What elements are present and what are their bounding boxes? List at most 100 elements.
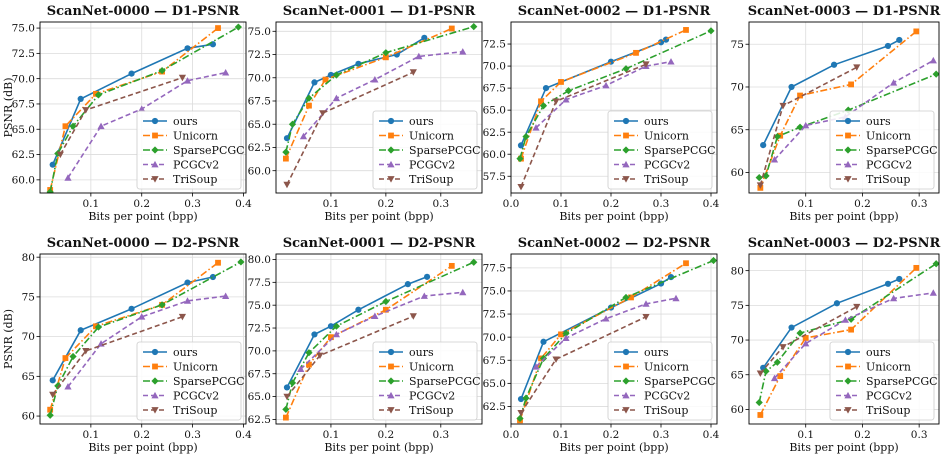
- data-point-sparsepcgc: [470, 258, 478, 266]
- legend-marker: [622, 407, 630, 414]
- legend-label-trisoup: TriSoup: [173, 404, 217, 417]
- series-group: [516, 27, 715, 191]
- data-point-sparsepcgc: [522, 394, 530, 402]
- chart-panel-5: 0.1 0.2 0.3 0.4 60 65 70 75 80 ScanNet-0000 — D2-…: [2, 236, 252, 454]
- legend-label-ours: ours: [644, 115, 669, 128]
- legend-marker: [844, 146, 852, 154]
- legend-label-pcgcv2: PCGCv2: [866, 158, 912, 171]
- chart-title: ScanNet-0000 — D1-PSNR: [47, 4, 240, 19]
- series-line-ours: [286, 37, 425, 139]
- y-tick-label: 57.5: [483, 171, 506, 183]
- plot-frame: [748, 253, 940, 425]
- data-point-trisoup: [642, 313, 650, 321]
- series-line-ours: [286, 276, 428, 388]
- data-point-pcgcv2: [459, 48, 467, 55]
- data-point-unicorn: [913, 264, 920, 271]
- y-tick-label: 70.0: [483, 61, 506, 73]
- x-tick-label: 0.3: [911, 429, 928, 441]
- data-point-trisoup: [178, 74, 187, 82]
- y-tick-label: 67.5: [483, 355, 506, 367]
- data-point-ours: [77, 95, 84, 102]
- data-point-ours: [657, 39, 665, 46]
- legend-marker: [844, 377, 852, 385]
- y-tick-label: 70: [22, 331, 35, 343]
- legend-marker: [151, 407, 159, 414]
- legend-label-pcgcv2: PCGCv2: [173, 158, 219, 171]
- data-point-trisoup: [642, 61, 650, 68]
- data-point-trisoup: [316, 352, 324, 360]
- y-tick-label: 67.5: [248, 368, 271, 380]
- data-point-pcgcv2: [183, 77, 192, 84]
- data-point-unicorn: [683, 260, 689, 267]
- data-point-unicorn: [62, 123, 69, 130]
- data-point-pcgcv2: [532, 363, 540, 370]
- y-tick-label: 67.5: [483, 83, 506, 95]
- x-axis-label: Bits per point (bpp): [559, 441, 668, 454]
- legend-label-unicorn: Unicorn: [866, 129, 911, 142]
- data-point-pcgcv2: [562, 334, 570, 341]
- legend-box: [829, 110, 935, 190]
- plot-frame: [39, 253, 247, 425]
- data-point-trisoup: [853, 303, 861, 311]
- y-tick-label: 65.0: [483, 105, 506, 117]
- data-point-sparsepcgc: [762, 367, 770, 375]
- data-point-pcgcv2: [929, 56, 937, 64]
- series-group: [516, 256, 717, 424]
- y-tick-label: 60.0: [12, 174, 35, 186]
- data-point-sparsepcgc: [332, 71, 341, 79]
- chart-panel-4: 0.1 0.2 0.3 60 65 70 75 ScanNet-0003 — D1-PSNR B…: [731, 4, 941, 223]
- data-point-ours: [517, 142, 525, 149]
- legend-marker: [151, 348, 159, 356]
- legend-label-pcgcv2: PCGCv2: [409, 158, 455, 171]
- data-point-sparsepcgc: [282, 405, 290, 413]
- data-point-trisoup: [517, 183, 525, 191]
- legend-box: [829, 341, 935, 421]
- data-point-pcgcv2: [332, 330, 341, 338]
- y-tick-label: 75.0: [248, 300, 271, 312]
- data-point-sparsepcgc: [237, 258, 245, 266]
- data-point-unicorn: [777, 373, 784, 380]
- legend-marker: [622, 160, 630, 168]
- x-tick-label: 0.4: [703, 429, 720, 441]
- data-point-pcgcv2: [332, 94, 341, 102]
- data-point-unicorn: [215, 259, 221, 266]
- data-point-ours: [542, 85, 550, 92]
- data-point-ours: [49, 377, 56, 384]
- plot-frame: [510, 21, 718, 194]
- y-tick-label: 62.5: [483, 401, 506, 413]
- chart-panel-8: 0.1 0.2 0.3 60 65 70 75 80 ScanNet-0003 — D2-PSN…: [731, 236, 941, 454]
- data-point-sparsepcgc: [622, 65, 630, 73]
- legend-label-unicorn: Unicorn: [644, 129, 689, 142]
- data-point-ours: [760, 142, 767, 149]
- data-point-pcgcv2: [371, 76, 379, 83]
- plot-frame: [275, 253, 483, 425]
- data-point-trisoup: [756, 370, 764, 377]
- legend-marker: [622, 348, 630, 356]
- data-point-unicorn: [282, 414, 289, 421]
- y-tick-label: 67.5: [248, 96, 271, 108]
- data-point-sparsepcgc: [539, 102, 548, 110]
- data-point-ours: [788, 83, 795, 91]
- data-point-sparsepcgc: [707, 27, 715, 35]
- x-tick-label: 0.2: [854, 429, 871, 441]
- y-tick-label: 70.0: [483, 332, 506, 344]
- data-point-unicorn: [633, 49, 639, 56]
- x-tick-label: 0.3: [653, 198, 670, 210]
- legend-label-sparsepcgc: SparsePCGC: [866, 375, 938, 388]
- data-point-trisoup: [409, 69, 417, 76]
- data-point-pcgcv2: [602, 315, 610, 322]
- data-point-sparsepcgc: [539, 354, 548, 363]
- data-point-trisoup: [552, 98, 560, 105]
- legend-marker: [151, 117, 159, 125]
- x-axis-label: Bits per point (bpp): [88, 210, 197, 223]
- series-line-sparsepcgc: [519, 259, 714, 419]
- series-line-pcgcv2: [67, 295, 226, 388]
- data-point-sparsepcgc: [158, 66, 166, 75]
- data-point-unicorn: [802, 335, 809, 341]
- x-tick-label: 0.3: [184, 429, 201, 441]
- series-line-unicorn: [285, 27, 453, 159]
- y-tick-label: 65: [22, 371, 35, 383]
